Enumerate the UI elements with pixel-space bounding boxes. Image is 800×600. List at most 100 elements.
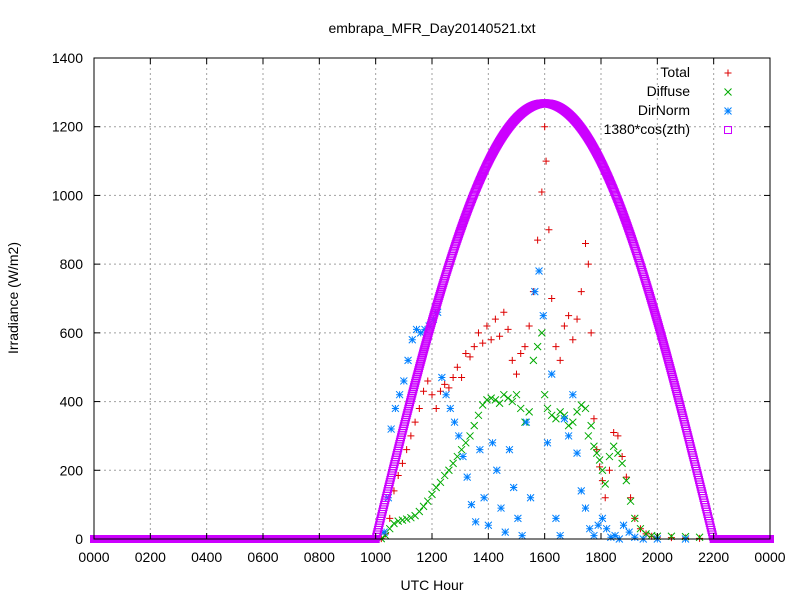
data-point	[534, 236, 542, 244]
data-point	[664, 355, 673, 364]
data-point	[410, 381, 419, 390]
data-point	[590, 442, 598, 451]
data-point	[552, 343, 560, 351]
data-point	[408, 389, 417, 398]
data-point	[663, 353, 672, 362]
x-tick-label: 0200	[135, 549, 166, 565]
data-point	[403, 446, 411, 454]
data-point	[417, 353, 426, 362]
data-point	[415, 507, 424, 516]
data-point	[667, 534, 675, 542]
data-point	[474, 329, 482, 337]
data-point	[499, 390, 508, 399]
data-point	[584, 260, 592, 268]
data-point	[605, 452, 614, 461]
data-point	[420, 343, 429, 352]
data-point	[577, 288, 585, 296]
data-point	[404, 356, 412, 365]
data-point	[556, 531, 565, 540]
data-point	[582, 240, 590, 248]
data-point	[467, 500, 476, 509]
data-point	[424, 331, 433, 340]
y-tick-label: 800	[60, 256, 84, 272]
data-point	[602, 524, 611, 533]
data-point	[627, 494, 635, 502]
data-point	[438, 373, 446, 382]
data-point	[556, 356, 564, 364]
data-point	[411, 418, 419, 426]
data-point	[449, 459, 457, 468]
data-point	[669, 376, 678, 385]
data-point	[535, 267, 543, 275]
data-point	[470, 343, 478, 351]
data-point	[421, 341, 430, 350]
data-point	[380, 528, 388, 536]
data-point	[395, 390, 404, 399]
data-point	[495, 399, 504, 408]
data-point	[462, 349, 470, 357]
data-point	[478, 401, 487, 409]
data-point	[406, 398, 415, 407]
data-point	[665, 361, 674, 370]
legend-marker	[724, 69, 732, 77]
data-point	[488, 438, 497, 447]
data-point	[614, 432, 622, 440]
legend: Total Diffuse DirNorm 1380*cos(zth)	[604, 64, 732, 137]
data-point	[618, 459, 626, 468]
data-point	[626, 497, 635, 506]
data-point	[594, 521, 603, 530]
y-tick-label: 200	[60, 462, 84, 478]
data-point	[616, 203, 625, 212]
data-point	[408, 387, 417, 396]
data-point	[497, 504, 505, 512]
data-point	[480, 493, 488, 502]
data-point	[512, 390, 521, 399]
data-point	[662, 351, 671, 360]
legend-label: DirNorm	[638, 102, 690, 118]
data-point	[445, 466, 453, 475]
data-point	[424, 329, 433, 338]
data-point	[564, 432, 573, 440]
data-point	[674, 393, 683, 402]
data-point	[449, 374, 457, 382]
data-point	[673, 391, 682, 400]
data-point	[670, 381, 679, 390]
data-point	[525, 408, 534, 416]
data-point	[405, 400, 414, 409]
data-point	[414, 366, 423, 375]
y-axis-ticks: 0 200 400 600 800 1000 1200 1400	[52, 50, 770, 547]
data-point	[618, 453, 626, 461]
data-point	[407, 513, 415, 522]
data-point	[466, 353, 474, 361]
x-tick-label: 1400	[473, 549, 504, 565]
data-point	[665, 359, 674, 368]
data-point	[500, 308, 508, 316]
data-point	[411, 378, 420, 387]
data-point	[610, 428, 618, 436]
data-point	[463, 473, 472, 482]
data-point	[419, 347, 428, 356]
series-1	[377, 329, 718, 543]
legend-label: Total	[660, 64, 690, 80]
data-point	[590, 415, 598, 423]
data-point	[671, 383, 680, 392]
data-point	[590, 531, 598, 540]
data-point	[664, 357, 673, 366]
data-point	[504, 394, 512, 402]
x-tick-label: 2000	[642, 549, 673, 565]
data-point	[529, 356, 538, 365]
data-point	[547, 370, 556, 378]
data-point	[696, 534, 704, 542]
y-tick-label: 1200	[52, 119, 83, 135]
data-point	[413, 368, 422, 377]
data-point	[543, 438, 552, 447]
legend-label: Diffuse	[647, 83, 691, 99]
data-point	[587, 329, 595, 337]
data-point	[479, 339, 487, 347]
data-point	[416, 359, 425, 368]
data-point	[419, 502, 428, 511]
data-point	[501, 528, 510, 536]
data-point	[584, 432, 593, 440]
data-point	[526, 493, 535, 502]
